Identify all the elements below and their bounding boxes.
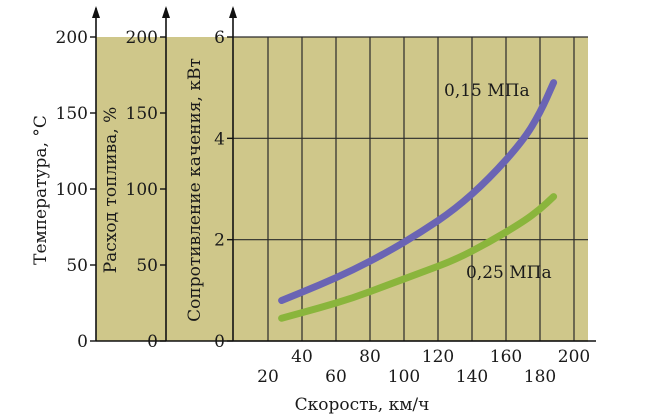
x-tick-label-140: 140 (456, 367, 488, 387)
axes (90, 6, 596, 342)
y-tick-label-0-50: 50 (66, 256, 88, 276)
x-axis-label: Скорость, км/ч (295, 395, 430, 415)
x-tick-label-20: 20 (257, 367, 279, 387)
y-tick-label-0-150: 150 (56, 104, 88, 124)
x-tick-label-120: 120 (422, 347, 454, 367)
series-label-025: 0,25 МПа (466, 263, 552, 283)
y-tick-label-1-150: 150 (126, 104, 158, 124)
y-tick-label-1-200: 200 (126, 28, 158, 48)
y-tick-label-1-0: 0 (147, 332, 158, 352)
y-tick-label-2-4: 4 (214, 129, 225, 149)
resistance-axis-label: Сопротивление качения, кВт (185, 58, 205, 322)
x-tick-label-100: 100 (388, 367, 420, 387)
y-tick-label-0-0: 0 (77, 332, 88, 352)
y-tick-label-1-100: 100 (126, 180, 158, 200)
y-tick-label-1-50: 50 (136, 256, 158, 276)
y-tick-label-0-100: 100 (56, 180, 88, 200)
y-axis-arrow-0 (92, 6, 100, 18)
x-tick-label-200: 200 (558, 347, 590, 367)
x-tick-label-80: 80 (359, 347, 381, 367)
series-group (278, 79, 558, 322)
series-line-1 (278, 193, 558, 322)
y-tick-label-2-2: 2 (214, 231, 225, 251)
tick-labels: 0501001502000501001502000246204060801001… (56, 28, 591, 387)
x-tick-label-180: 180 (524, 367, 556, 387)
y-tick-label-2-0: 0 (214, 332, 225, 352)
y-tick-label-0-200: 200 (56, 28, 88, 48)
x-tick-label-60: 60 (325, 367, 347, 387)
y-axis-arrow-2 (229, 6, 237, 18)
series-line-0 (278, 79, 558, 304)
x-tick-label-40: 40 (291, 347, 313, 367)
y-axis-arrow-1 (162, 6, 170, 18)
fuel-axis-label: Расход топлива, % (101, 107, 121, 274)
series-label-015: 0,15 МПа (444, 81, 530, 101)
temperature-axis-label: Температура, °C (31, 115, 51, 265)
x-tick-label-160: 160 (490, 347, 522, 367)
y-tick-label-2-6: 6 (214, 28, 225, 48)
